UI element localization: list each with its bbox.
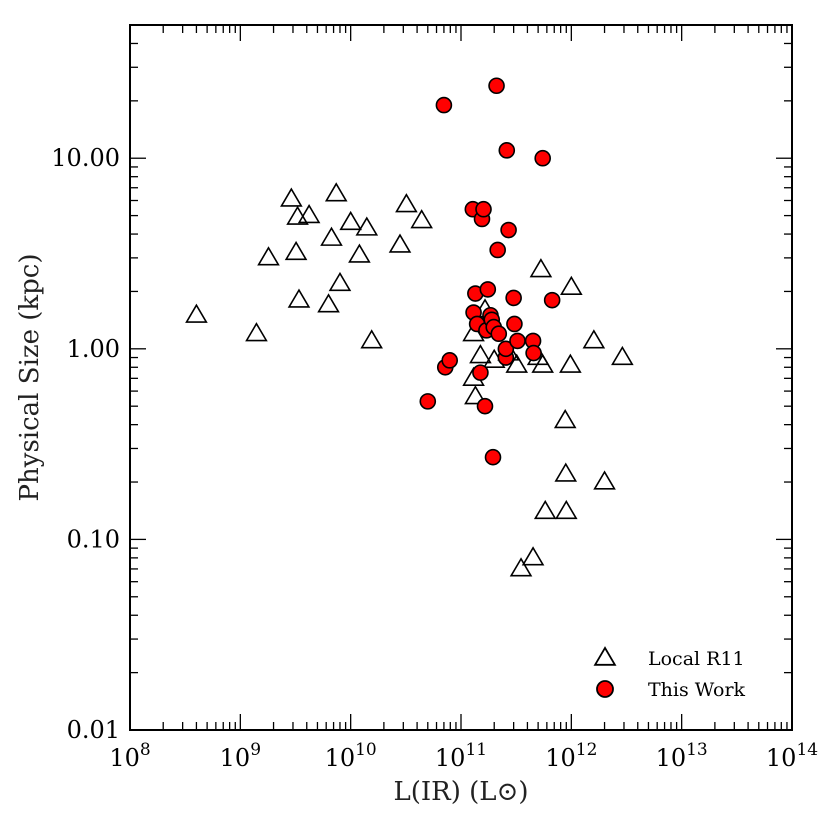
x-tick-label: 1010	[325, 740, 377, 772]
data-point-triangle	[287, 288, 311, 308]
data-point-triangle	[317, 293, 340, 313]
data-point-circle	[479, 281, 497, 298]
data-point-triangle	[185, 303, 208, 323]
minor-ticks	[130, 24, 792, 730]
data-point-triangle	[531, 353, 554, 373]
series-local-r11	[185, 182, 634, 577]
x-axis-label: L(IR) (L⊙)	[393, 777, 528, 807]
x-tick-label: 1014	[766, 740, 818, 772]
data-point-triangle	[257, 246, 280, 266]
y-tick-label: 1.00	[67, 335, 120, 363]
data-point-circle	[506, 315, 523, 333]
data-point-triangle	[280, 187, 303, 207]
y-tick-label: 0.10	[67, 525, 120, 553]
data-point-triangle	[582, 329, 606, 349]
legend-marker-triangle	[593, 646, 617, 666]
tick-labels: 108 109 1010 1011 1012 1013 1014 0.01 0.10 1.00 10…	[51, 144, 818, 772]
data-point-triangle	[320, 226, 343, 246]
x-tick-label: 1011	[435, 740, 487, 772]
x-tick-label: 1012	[545, 740, 597, 772]
data-point-triangle	[360, 329, 383, 349]
data-point-triangle	[297, 203, 321, 224]
legend-label-local-r11: Local R11	[648, 648, 745, 670]
x-tick-label: 109	[220, 740, 261, 772]
y-axis-label: Physical Size (kpc)	[15, 254, 45, 502]
data-point-circle	[500, 221, 517, 239]
data-point-triangle	[509, 557, 533, 577]
major-ticks	[129, 25, 793, 731]
x-tick-label: 108	[109, 740, 150, 772]
data-point-triangle	[554, 499, 578, 520]
plot-frame	[129, 24, 793, 731]
data-point-triangle	[328, 271, 352, 292]
data-point-triangle	[521, 546, 545, 566]
data-point-triangle	[560, 275, 583, 296]
data-point-triangle	[559, 353, 582, 373]
data-point-circle	[505, 289, 522, 307]
data-point-circle	[484, 448, 502, 466]
data-point-triangle	[533, 499, 557, 520]
data-point-circle	[488, 77, 505, 95]
data-point-triangle	[553, 408, 577, 429]
x-tick-label: 1013	[656, 740, 708, 772]
data-point-triangle	[395, 193, 418, 213]
data-point-circle	[489, 241, 506, 259]
data-point-circle	[490, 325, 508, 343]
data-markers	[185, 77, 634, 577]
data-point-circle	[419, 393, 437, 410]
legend-item-this-work: This Work	[596, 679, 746, 701]
y-tick-label: 0.01	[67, 716, 120, 744]
data-point-circle	[497, 340, 515, 358]
data-point-circle	[475, 200, 492, 218]
data-point-circle	[543, 291, 561, 309]
data-point-circle	[472, 364, 489, 381]
data-point-circle	[441, 352, 459, 369]
data-point-circle	[476, 397, 494, 415]
data-point-triangle	[348, 243, 371, 263]
data-point-triangle	[505, 353, 529, 373]
data-point-circle	[534, 149, 551, 167]
data-point-triangle	[284, 240, 308, 261]
data-point-triangle	[245, 322, 268, 342]
legend: Local R11 This Work	[593, 646, 746, 701]
data-point-triangle	[388, 233, 412, 253]
data-point-triangle	[464, 385, 487, 405]
data-point-triangle	[410, 209, 433, 229]
legend-marker-circle	[596, 680, 614, 698]
data-point-triangle	[554, 462, 578, 482]
legend-item-local-r11: Local R11	[593, 646, 745, 670]
data-point-triangle	[611, 345, 634, 366]
y-tick-label: 10.00	[51, 144, 120, 172]
legend-label-this-work: This Work	[648, 679, 746, 701]
data-point-triangle	[286, 205, 309, 225]
data-point-triangle	[593, 470, 616, 490]
data-point-triangle	[355, 216, 379, 236]
data-point-circle	[435, 96, 453, 114]
data-point-circle	[509, 332, 526, 350]
data-point-triangle	[324, 182, 348, 202]
series-this-work	[419, 77, 561, 466]
data-point-circle	[525, 344, 542, 362]
data-point-triangle	[529, 258, 553, 278]
data-point-triangle	[339, 210, 362, 231]
data-point-triangle	[469, 344, 492, 364]
data-point-circle	[498, 142, 516, 159]
